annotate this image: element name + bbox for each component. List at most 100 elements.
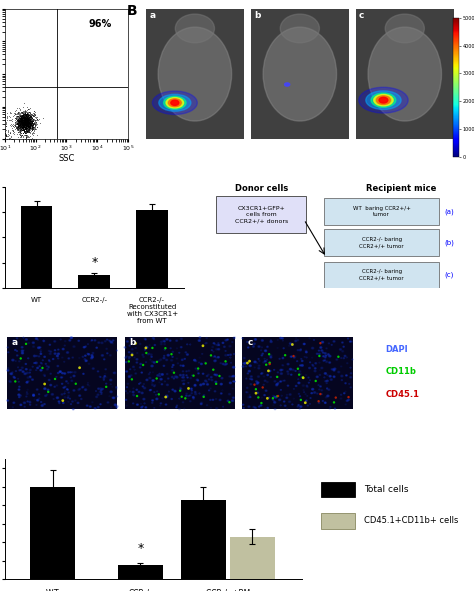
Point — [9, 137, 17, 147]
Point — [21, 143, 28, 152]
Ellipse shape — [160, 343, 162, 345]
Point — [0, 112, 5, 122]
Ellipse shape — [131, 349, 133, 350]
Point — [14, 108, 21, 118]
Point — [22, 123, 29, 132]
Point — [18, 113, 26, 123]
Point — [19, 111, 27, 121]
Point — [28, 121, 36, 131]
Point — [25, 118, 33, 128]
Point — [23, 127, 31, 137]
Point — [23, 114, 31, 124]
Point — [22, 121, 30, 130]
Point — [17, 151, 24, 160]
Ellipse shape — [297, 361, 298, 362]
Ellipse shape — [186, 395, 187, 396]
Point — [21, 142, 29, 151]
Point — [29, 123, 36, 132]
Ellipse shape — [315, 363, 317, 364]
Ellipse shape — [244, 363, 246, 364]
Point — [28, 118, 36, 128]
Point — [21, 122, 29, 131]
Ellipse shape — [376, 96, 391, 105]
Ellipse shape — [176, 405, 177, 406]
Point — [3, 145, 10, 155]
Point — [20, 115, 28, 124]
Point — [19, 111, 27, 120]
Point — [23, 119, 30, 129]
Point — [13, 115, 21, 124]
Point — [18, 118, 26, 128]
Point — [23, 127, 31, 137]
Point — [23, 113, 30, 123]
Point — [194, 364, 202, 374]
Point — [0, 132, 7, 142]
Point — [24, 113, 31, 122]
Point — [18, 117, 26, 126]
Point — [16, 113, 23, 123]
Point — [18, 115, 26, 125]
Point — [16, 111, 24, 120]
Ellipse shape — [290, 356, 292, 357]
Point — [22, 132, 30, 142]
Point — [8, 152, 15, 161]
Point — [24, 112, 31, 121]
Ellipse shape — [150, 359, 151, 360]
Point — [0, 115, 5, 125]
Point — [18, 142, 26, 151]
Point — [22, 126, 29, 135]
Ellipse shape — [176, 407, 177, 408]
Point — [182, 394, 189, 403]
Point — [20, 118, 28, 128]
Ellipse shape — [64, 397, 66, 398]
Point — [23, 117, 30, 126]
Point — [23, 126, 30, 136]
Point — [20, 126, 28, 136]
Point — [25, 121, 32, 131]
Ellipse shape — [183, 380, 185, 381]
Point — [20, 118, 27, 128]
Bar — [118, 565, 163, 579]
Point — [18, 115, 25, 125]
Ellipse shape — [257, 382, 259, 383]
Point — [22, 339, 30, 349]
Point — [11, 106, 19, 115]
Point — [153, 374, 161, 383]
Point — [17, 115, 25, 124]
Point — [28, 121, 36, 131]
Point — [23, 116, 31, 126]
Point — [27, 114, 34, 124]
Ellipse shape — [210, 388, 211, 389]
Point — [18, 115, 25, 125]
Point — [0, 151, 2, 160]
Point — [23, 142, 31, 152]
Point — [23, 162, 31, 171]
Point — [24, 115, 31, 125]
Point — [22, 123, 30, 132]
Ellipse shape — [151, 361, 154, 362]
Point — [11, 113, 19, 123]
Point — [13, 113, 21, 123]
Point — [27, 116, 35, 126]
Point — [335, 352, 342, 362]
Point — [0, 135, 4, 145]
Point — [18, 119, 26, 128]
Point — [26, 119, 34, 129]
Point — [16, 119, 24, 129]
Point — [2, 147, 10, 157]
Point — [24, 146, 32, 155]
Point — [19, 115, 27, 124]
Point — [19, 115, 27, 125]
Point — [24, 114, 32, 124]
Point — [15, 116, 22, 125]
Point — [27, 116, 34, 126]
Point — [4, 137, 11, 147]
Point — [27, 118, 35, 128]
Point — [24, 115, 31, 125]
Point — [20, 112, 27, 121]
Point — [9, 134, 16, 143]
Point — [28, 111, 36, 120]
Point — [0, 112, 5, 122]
Point — [1, 131, 9, 140]
Point — [22, 128, 30, 138]
